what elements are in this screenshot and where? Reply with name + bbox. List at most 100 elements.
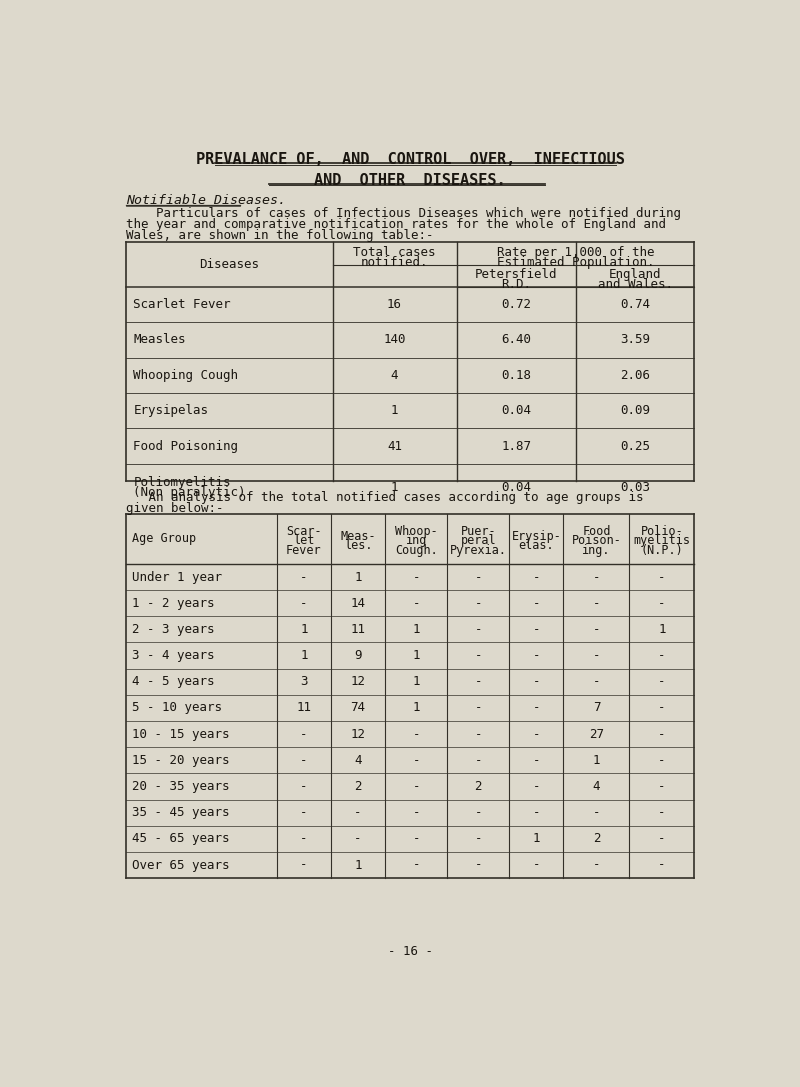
Text: PREVALANCE OF,  AND  CONTROL  OVER,  INFECTIOUS: PREVALANCE OF, AND CONTROL OVER, INFECTI… (195, 152, 625, 167)
Text: -: - (474, 727, 482, 740)
Text: 3 - 4 years: 3 - 4 years (132, 649, 214, 662)
Text: - 16 -: - 16 - (387, 945, 433, 958)
Text: -: - (300, 780, 307, 794)
Text: -: - (474, 701, 482, 714)
Text: -: - (658, 701, 666, 714)
Text: 140: 140 (383, 334, 406, 347)
Text: -: - (593, 623, 600, 636)
Text: -: - (300, 807, 307, 820)
Text: Fever: Fever (286, 544, 322, 557)
Text: AND  OTHER  DISEASES.: AND OTHER DISEASES. (314, 173, 506, 188)
Text: -: - (533, 727, 540, 740)
Text: Poliomyelitis: Poliomyelitis (134, 476, 231, 489)
Text: Polio-: Polio- (641, 525, 683, 538)
Text: 35 - 45 years: 35 - 45 years (132, 807, 230, 820)
Text: 27: 27 (589, 727, 604, 740)
Text: Cough.: Cough. (395, 544, 438, 557)
Text: -: - (533, 649, 540, 662)
Text: An analysis of the total notified cases according to age groups is: An analysis of the total notified cases … (126, 491, 643, 503)
Text: -: - (300, 727, 307, 740)
Text: 1: 1 (413, 649, 420, 662)
Text: 20 - 35 years: 20 - 35 years (132, 780, 230, 794)
Text: Meas-: Meas- (340, 529, 376, 542)
Text: 12: 12 (350, 727, 366, 740)
Text: -: - (300, 833, 307, 846)
Text: -: - (658, 649, 666, 662)
Text: 5 - 10 years: 5 - 10 years (132, 701, 222, 714)
Text: 74: 74 (350, 701, 366, 714)
Text: 7: 7 (593, 701, 600, 714)
Text: -: - (658, 571, 666, 584)
Text: 1: 1 (413, 675, 420, 688)
Text: -: - (533, 753, 540, 766)
Text: Petersfield: Petersfield (475, 268, 558, 282)
Text: 0.18: 0.18 (501, 368, 531, 382)
Text: 1: 1 (658, 623, 666, 636)
Text: Measles: Measles (134, 334, 186, 347)
Text: -: - (533, 701, 540, 714)
Text: -: - (413, 597, 420, 610)
Text: -: - (533, 675, 540, 688)
Text: 1: 1 (593, 753, 600, 766)
Text: 0.74: 0.74 (620, 298, 650, 311)
Text: Diseases: Diseases (199, 258, 259, 271)
Text: Whoop-: Whoop- (395, 525, 438, 538)
Text: Wales, are shown in the following table:-: Wales, are shown in the following table:… (126, 229, 433, 242)
Text: -: - (658, 833, 666, 846)
Text: Rate per 1,000 of the: Rate per 1,000 of the (497, 246, 654, 259)
Text: -: - (658, 727, 666, 740)
Text: -: - (593, 571, 600, 584)
Text: Estimated Population.: Estimated Population. (497, 255, 654, 268)
Text: Total cases: Total cases (354, 246, 436, 259)
Text: -: - (413, 780, 420, 794)
Text: 1: 1 (390, 482, 398, 495)
Text: -: - (300, 597, 307, 610)
Text: -: - (593, 597, 600, 610)
Text: 15 - 20 years: 15 - 20 years (132, 753, 230, 766)
Text: 2.06: 2.06 (620, 368, 650, 382)
Text: Under 1 year: Under 1 year (132, 571, 222, 584)
Text: 4: 4 (593, 780, 600, 794)
Text: 14: 14 (350, 597, 366, 610)
Text: Erysip-: Erysip- (511, 529, 562, 542)
Text: ing.: ing. (582, 544, 610, 557)
Text: -: - (413, 727, 420, 740)
Text: 0.04: 0.04 (501, 404, 531, 417)
Text: -: - (658, 780, 666, 794)
Text: Scarlet Fever: Scarlet Fever (134, 298, 231, 311)
Text: -: - (593, 649, 600, 662)
Text: -: - (413, 807, 420, 820)
Text: (Non paralytic): (Non paralytic) (134, 486, 246, 499)
Text: 11: 11 (350, 623, 366, 636)
Text: 1 - 2 years: 1 - 2 years (132, 597, 214, 610)
Text: -: - (300, 753, 307, 766)
Text: 0.72: 0.72 (501, 298, 531, 311)
Text: -: - (533, 859, 540, 872)
Text: 0.04: 0.04 (501, 482, 531, 495)
Text: 1: 1 (533, 833, 540, 846)
Text: -: - (658, 753, 666, 766)
Text: -: - (593, 675, 600, 688)
Text: 3.59: 3.59 (620, 334, 650, 347)
Text: 1: 1 (300, 649, 307, 662)
Text: 2: 2 (593, 833, 600, 846)
Text: -: - (658, 597, 666, 610)
Text: -: - (300, 571, 307, 584)
Text: -: - (474, 675, 482, 688)
Text: -: - (533, 780, 540, 794)
Text: and Wales.: and Wales. (598, 278, 673, 291)
Text: 1: 1 (354, 859, 362, 872)
Text: -: - (474, 597, 482, 610)
Text: 2: 2 (354, 780, 362, 794)
Text: -: - (413, 753, 420, 766)
Text: 0.09: 0.09 (620, 404, 650, 417)
Text: les.: les. (344, 539, 372, 552)
Text: 0.03: 0.03 (620, 482, 650, 495)
Text: myelitis: myelitis (634, 535, 690, 548)
Text: 9: 9 (354, 649, 362, 662)
Text: notified.: notified. (361, 255, 428, 268)
Text: 16: 16 (387, 298, 402, 311)
Text: 1: 1 (413, 623, 420, 636)
Text: 4: 4 (354, 753, 362, 766)
Text: England: England (609, 268, 662, 282)
